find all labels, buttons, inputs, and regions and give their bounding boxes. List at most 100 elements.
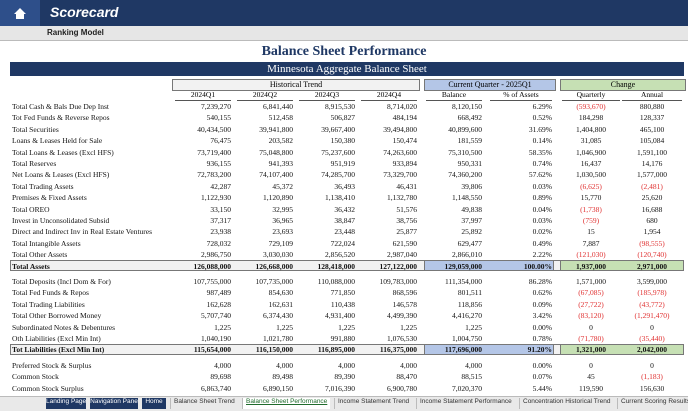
row-label: Net Loans & Leases (Excl HFS) bbox=[12, 170, 110, 180]
cell-value: 119,590 bbox=[578, 383, 604, 393]
cell-value: 629,477 bbox=[457, 238, 482, 248]
row-label: Total Deposits (Incl Dom & For) bbox=[12, 277, 111, 286]
row-label: Total Loans & Leases (Excl HFS) bbox=[12, 147, 114, 157]
cell-value: 4,931,400 bbox=[325, 311, 355, 321]
cell-value: 0.02% bbox=[532, 227, 552, 237]
nav-button[interactable]: Landing Page bbox=[46, 398, 86, 409]
cell-value: 126,088,000 bbox=[193, 261, 232, 271]
cell-value: 16,688 bbox=[641, 204, 663, 214]
home-button[interactable] bbox=[0, 0, 40, 26]
banner: Minnesota Aggregate Balance Sheet bbox=[10, 62, 684, 76]
cell-value: 75,048,800 bbox=[259, 147, 293, 157]
cell-value: 57.62% bbox=[528, 170, 552, 180]
cell-value: 680 bbox=[646, 216, 658, 225]
cell-value: 45 bbox=[587, 372, 595, 382]
sheet-tab[interactable]: Balance Sheet Trend bbox=[170, 398, 238, 409]
cell-value: (83,120) bbox=[578, 311, 604, 321]
cell-value: 2,856,520 bbox=[325, 250, 355, 260]
cell-value: (1,291,470) bbox=[634, 311, 670, 321]
cell-value: 771,850 bbox=[330, 288, 355, 298]
row-label: Total Trading Liabilities bbox=[12, 299, 85, 309]
cell-value: 729,109 bbox=[268, 238, 293, 248]
cell-value: 7,020,370 bbox=[452, 383, 482, 393]
cell-value: 933,894 bbox=[392, 159, 417, 168]
cell-value: 89,698 bbox=[210, 372, 231, 382]
cell-value: (121,030) bbox=[576, 250, 606, 260]
cell-value: 40,899,600 bbox=[448, 124, 482, 134]
sheet-tab[interactable]: Concentration Historical Trend bbox=[519, 398, 613, 409]
cell-value: 39,941,800 bbox=[259, 124, 293, 134]
row-label: Total Fed Funds & Repos bbox=[12, 288, 89, 298]
cell-value: 854,630 bbox=[268, 288, 293, 298]
nav-button[interactable]: Navigation Pane bbox=[90, 398, 138, 409]
home-icon bbox=[14, 8, 26, 19]
cell-value: 951,919 bbox=[330, 159, 355, 168]
row-label: Total Other Assets bbox=[12, 250, 68, 260]
cell-value: 0.04% bbox=[532, 204, 552, 214]
sheet-tab[interactable]: Balance Sheet Performance bbox=[242, 398, 331, 409]
cell-value: 0.14% bbox=[532, 136, 552, 146]
nav-button[interactable]: Home bbox=[142, 398, 166, 409]
cell-value: 107,735,000 bbox=[255, 277, 294, 286]
cell-value: 1,225 bbox=[276, 322, 293, 332]
cell-value: 1,122,930 bbox=[201, 193, 231, 203]
tab-bar bbox=[0, 396, 688, 411]
cell-value: 0.00% bbox=[532, 360, 552, 370]
cell-value: 111,354,000 bbox=[445, 277, 482, 286]
cell-value: 4,000 bbox=[338, 360, 355, 370]
cell-value: 668,492 bbox=[457, 113, 482, 123]
cell-value: 0.74% bbox=[532, 159, 552, 168]
cell-value: 91.20% bbox=[527, 345, 552, 355]
cell-value: 115,654,000 bbox=[193, 345, 231, 355]
row-label: Total OREO bbox=[12, 204, 50, 214]
group-header: Historical Trend bbox=[172, 79, 420, 91]
cell-value: 1,132,780 bbox=[387, 193, 417, 203]
row-label: Tot Fed Funds & Reverse Repos bbox=[12, 113, 110, 123]
cell-value: 1,225 bbox=[465, 322, 482, 332]
cell-value: 0.78% bbox=[532, 334, 552, 343]
cell-value: 1,004,750 bbox=[452, 334, 482, 343]
cell-value: 73,329,700 bbox=[383, 170, 417, 180]
cell-value: 89,498 bbox=[272, 372, 293, 382]
cell-value: 37,997 bbox=[461, 216, 482, 225]
total-balance-band bbox=[424, 343, 554, 355]
cell-value: 0.03% bbox=[532, 216, 552, 225]
cell-value: 1,571,000 bbox=[576, 277, 606, 286]
cell-value: 109,783,000 bbox=[379, 277, 418, 286]
cell-value: 3,599,000 bbox=[637, 277, 667, 286]
cell-value: 4,499,390 bbox=[387, 311, 417, 321]
cell-value: 1,954 bbox=[643, 227, 661, 237]
sheet-tab[interactable]: Income Statement Performance bbox=[416, 398, 515, 409]
cell-value: 75,310,500 bbox=[448, 147, 482, 157]
row-label: Invest in Unconsolidated Subsid bbox=[12, 216, 110, 225]
cell-value: 6.29% bbox=[532, 102, 552, 111]
cell-value: 107,755,000 bbox=[193, 277, 232, 286]
cell-value: 801,511 bbox=[457, 288, 482, 298]
cell-value: 5.44% bbox=[532, 383, 552, 393]
cell-value: 38,847 bbox=[334, 216, 355, 225]
cell-value: 118,856 bbox=[457, 299, 482, 309]
sheet-tab[interactable]: Current Scoring Results bbox=[617, 398, 688, 409]
cell-value: (1,738) bbox=[580, 204, 602, 214]
cell-value: 58.35% bbox=[528, 147, 552, 157]
row-label: Common Stock Surplus bbox=[12, 383, 84, 393]
cell-value: 40,434,500 bbox=[197, 124, 231, 134]
cell-value: 6,374,430 bbox=[263, 311, 293, 321]
sheet-tab[interactable]: Income Statement Trend bbox=[334, 398, 412, 409]
cell-value: 25,892 bbox=[461, 227, 482, 237]
cell-value: 126,668,000 bbox=[255, 261, 294, 271]
cell-value: 5,707,740 bbox=[201, 311, 231, 321]
cell-value: 51,576 bbox=[396, 204, 417, 214]
cell-value: 73,719,400 bbox=[197, 147, 231, 157]
cell-value: 1,404,800 bbox=[576, 124, 606, 134]
cell-value: 15 bbox=[587, 227, 595, 237]
column-header: Quarterly bbox=[562, 90, 620, 101]
column-header: 2024Q1 bbox=[175, 90, 231, 101]
cell-value: (43,772) bbox=[639, 299, 665, 309]
cell-value: 116,375,000 bbox=[379, 345, 417, 355]
column-header: Balance bbox=[426, 90, 482, 101]
cell-value: 0.49% bbox=[532, 238, 552, 248]
row-label: Total Cash & Bals Due Dep Inst bbox=[12, 102, 109, 111]
cell-value: 8,714,020 bbox=[387, 102, 417, 111]
cell-value: 0 bbox=[589, 322, 593, 332]
